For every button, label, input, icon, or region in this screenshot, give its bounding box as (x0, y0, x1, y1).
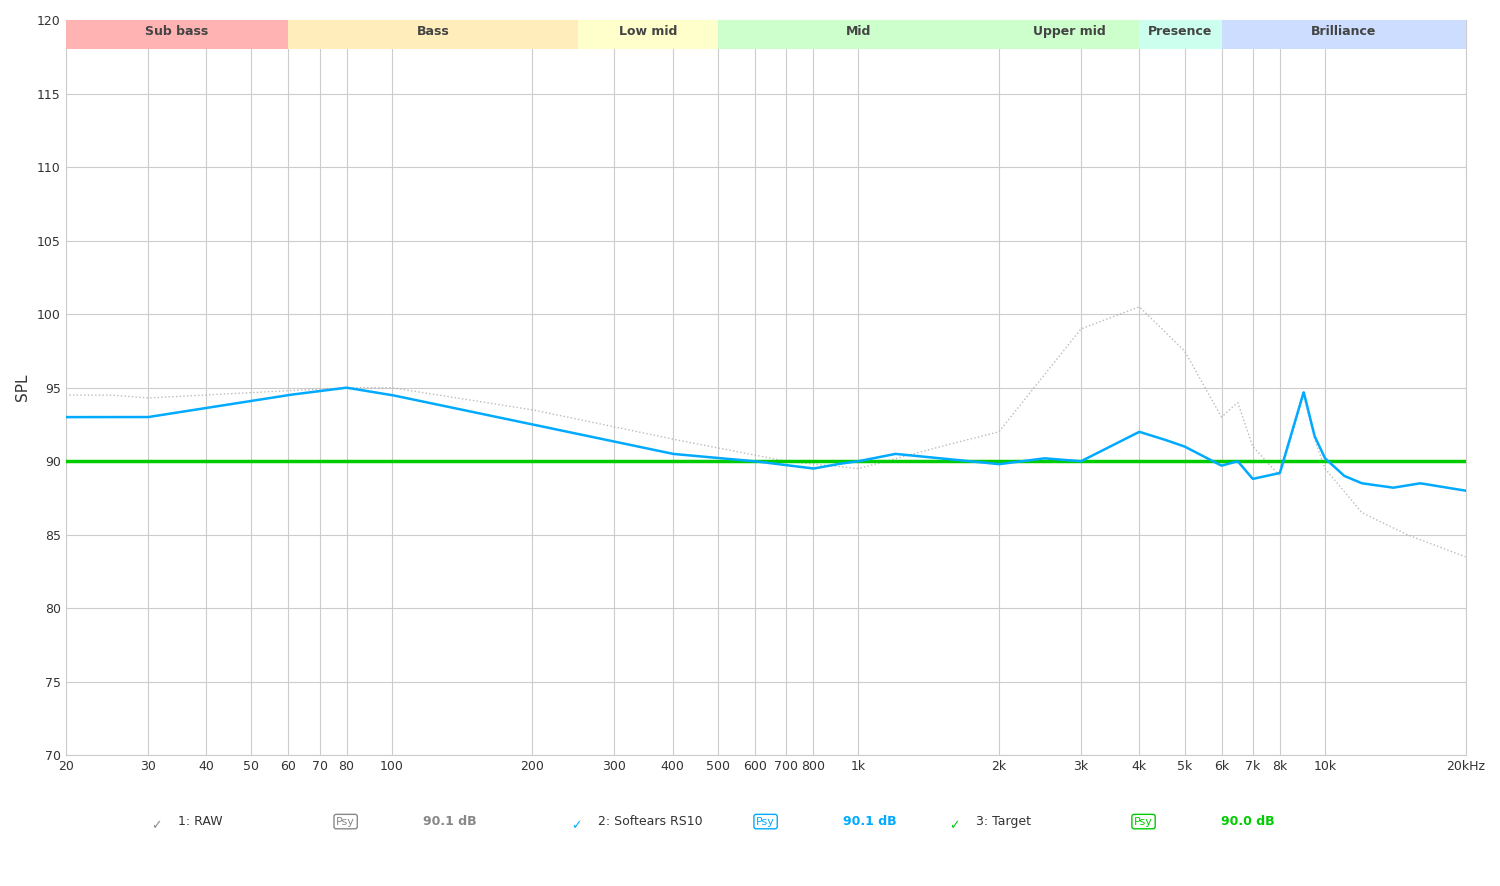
Text: ✓: ✓ (950, 819, 960, 832)
Text: 1: RAW: 1: RAW (177, 815, 222, 828)
Text: 90.0 dB: 90.0 dB (1221, 815, 1274, 828)
Bar (578, 20, 718, 50)
Text: Psy: Psy (1134, 817, 1154, 827)
Text: Sub bass: Sub bass (146, 25, 208, 37)
Bar (999, 20, 1140, 50)
Bar (1221, 20, 1466, 50)
Text: ✓: ✓ (572, 819, 582, 832)
Text: Brilliance: Brilliance (1311, 25, 1376, 37)
Bar (1140, 20, 1221, 50)
Bar (718, 20, 999, 50)
Y-axis label: SPL: SPL (15, 374, 30, 401)
Bar (288, 20, 578, 50)
Text: Mid: Mid (846, 25, 871, 37)
Text: ✓: ✓ (152, 819, 162, 832)
Text: Low mid: Low mid (618, 25, 676, 37)
Text: Bass: Bass (417, 25, 450, 37)
Text: Psy: Psy (336, 817, 356, 827)
Text: 90.1 dB: 90.1 dB (423, 815, 477, 828)
Bar (66, 20, 288, 50)
Text: Upper mid: Upper mid (1032, 25, 1106, 37)
Text: 3: Target: 3: Target (975, 815, 1030, 828)
Text: 2: Softears RS10: 2: Softears RS10 (597, 815, 702, 828)
Text: 90.1 dB: 90.1 dB (843, 815, 896, 828)
Text: Psy: Psy (756, 817, 776, 827)
Text: Presence: Presence (1149, 25, 1212, 37)
